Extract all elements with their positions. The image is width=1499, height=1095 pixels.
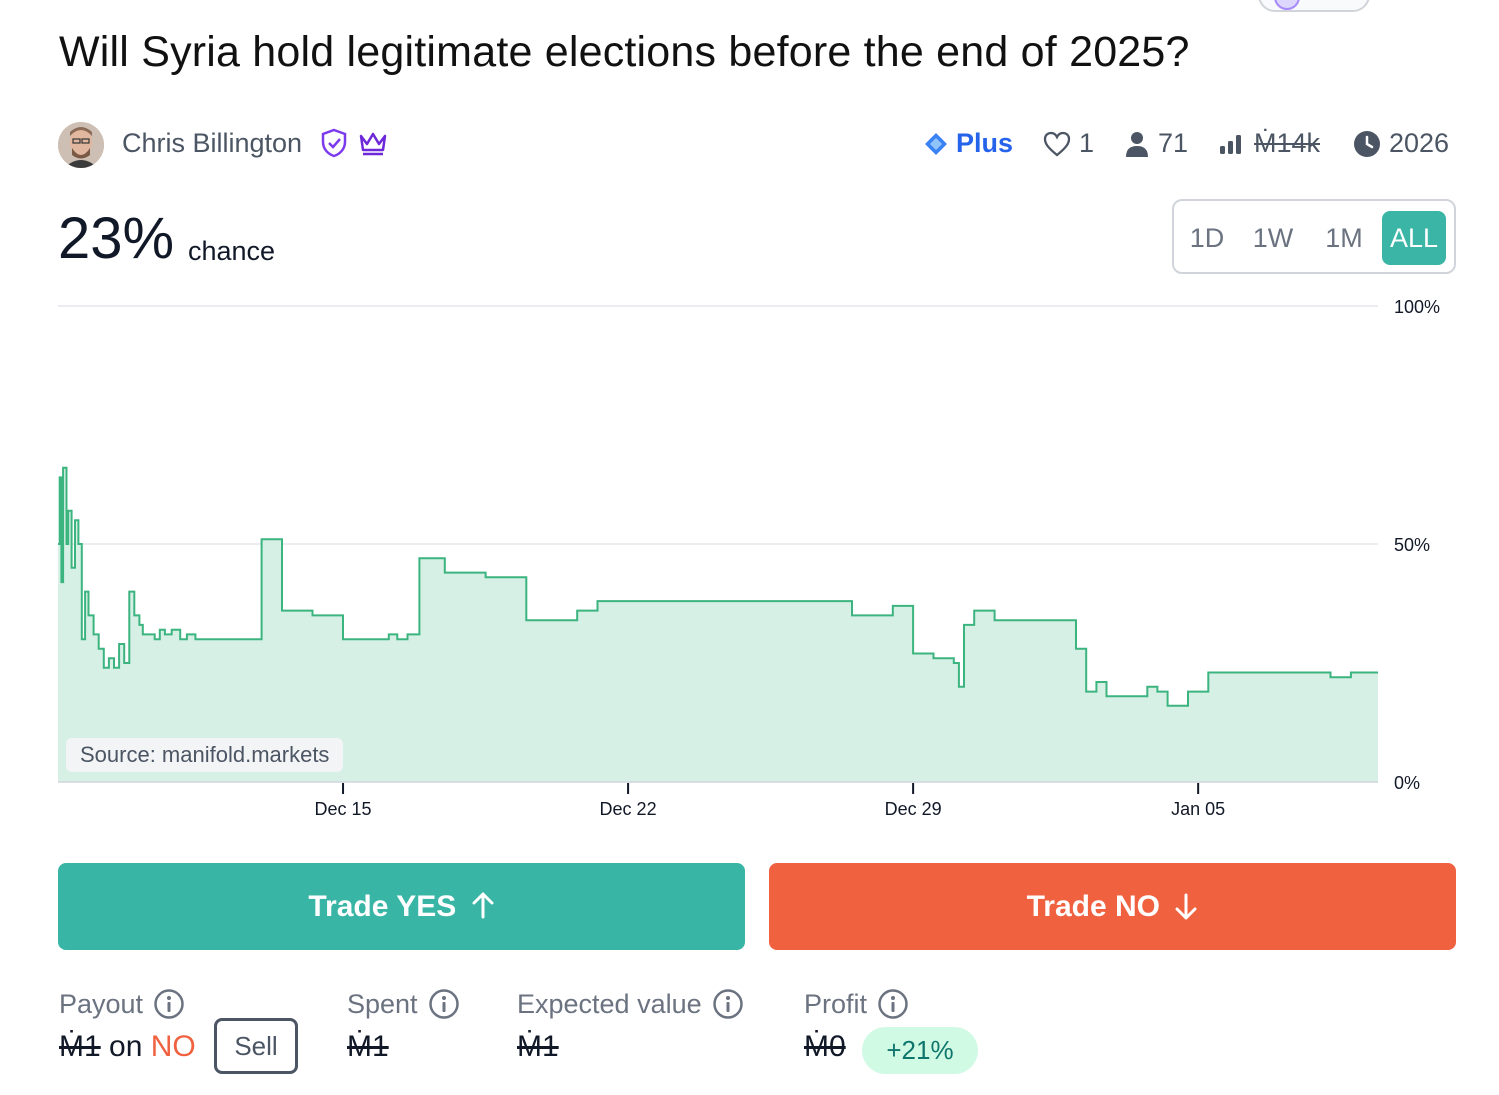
traders-count[interactable]: 71 (1124, 128, 1188, 159)
traders-value: 71 (1158, 128, 1189, 158)
trade-no-button[interactable]: Trade NO (769, 863, 1456, 950)
ev-value: Ṁ1 (517, 1030, 559, 1064)
range-all[interactable]: ALL (1382, 211, 1446, 265)
arrow-down-icon (1175, 893, 1197, 920)
probability-chart[interactable]: 100% 50% 0% Dec 15 Dec 22 Dec 29 Jan 05 (0, 0, 1499, 840)
market-meta-row: Chris Billington Plus 1 71 Ṁ14k 2026 (58, 120, 1458, 168)
clock-icon (1354, 130, 1380, 157)
range-1d[interactable]: 1D (1189, 223, 1225, 253)
spent-label: Spent (347, 988, 418, 1019)
x-tick-label: Dec 15 (315, 799, 372, 819)
trade-yes-label: Trade YES (308, 890, 457, 923)
heart-icon (1043, 131, 1071, 156)
volume-stat[interactable]: Ṁ14k (1218, 128, 1320, 159)
close-year: 2026 (1389, 128, 1450, 158)
info-icon[interactable] (712, 988, 744, 1020)
trade-yes-button[interactable]: Trade YES (58, 863, 745, 950)
volume-value: Ṁ14k (1254, 128, 1321, 158)
sell-button[interactable]: Sell (214, 1018, 298, 1074)
info-icon[interactable] (153, 988, 185, 1020)
payout-outcome: NO (150, 1030, 196, 1063)
verified-shield-icon (320, 128, 348, 163)
ev-label: Expected value (517, 988, 702, 1019)
profit-value: Ṁ0 (804, 1030, 846, 1064)
spent-amount: Ṁ1 (347, 1030, 389, 1063)
user-icon (1126, 131, 1148, 157)
range-1w[interactable]: 1W (1252, 223, 1294, 253)
bar-chart-icon (1220, 134, 1241, 154)
spent-label-group: Spent (347, 988, 460, 1020)
x-tick-label: Dec 22 (600, 799, 657, 819)
plus-tier-label: Plus (956, 128, 1014, 158)
probability-area (58, 467, 1378, 782)
likes-value: 1 (1079, 128, 1095, 158)
payout-value: Ṁ1 on NO (59, 1030, 196, 1064)
market-title: Will Syria hold legitimate elections bef… (59, 28, 1190, 76)
ev-amount: Ṁ1 (517, 1030, 559, 1063)
probability-line (58, 466, 1378, 707)
profit-amount: Ṁ0 (804, 1030, 846, 1063)
probability-value: 23% (58, 206, 175, 271)
payout-amount: Ṁ1 (59, 1030, 101, 1063)
payout-label-group: Payout (59, 988, 185, 1020)
y-tick-50: 50% (1394, 535, 1430, 555)
y-tick-0: 0% (1394, 773, 1420, 793)
close-date[interactable]: 2026 (1353, 128, 1449, 159)
profit-label: Profit (804, 988, 868, 1019)
payout-on: on (100, 1030, 151, 1063)
diamond-icon (925, 132, 947, 155)
info-icon[interactable] (428, 988, 460, 1020)
profit-label-group: Profit (804, 988, 909, 1020)
arrow-up-icon (472, 892, 494, 919)
x-ticks: Dec 15 Dec 22 Dec 29 Jan 05 (315, 783, 1225, 819)
spent-value: Ṁ1 (347, 1030, 389, 1064)
info-icon[interactable] (877, 988, 909, 1020)
y-tick-100: 100% (1394, 297, 1440, 317)
time-range-selector: 1D 1W 1M ALL (1172, 199, 1456, 274)
payout-label: Payout (59, 988, 144, 1019)
range-1m[interactable]: 1M (1325, 223, 1363, 253)
trade-no-label: Trade NO (1026, 890, 1161, 923)
plus-tier-badge[interactable]: Plus (924, 128, 1013, 159)
x-tick-label: Jan 05 (1171, 799, 1225, 819)
probability-label: chance (188, 236, 276, 266)
profit-percent-badge: +21% (862, 1027, 978, 1074)
ev-label-group: Expected value (517, 988, 744, 1020)
likes-count[interactable]: 1 (1043, 128, 1094, 159)
creator-avatar[interactable] (58, 122, 104, 168)
x-tick-label: Dec 29 (885, 799, 942, 819)
chart-source-badge: Source: manifold.markets (66, 738, 344, 772)
crown-icon (358, 130, 388, 161)
creator-name[interactable]: Chris Billington (122, 128, 303, 158)
